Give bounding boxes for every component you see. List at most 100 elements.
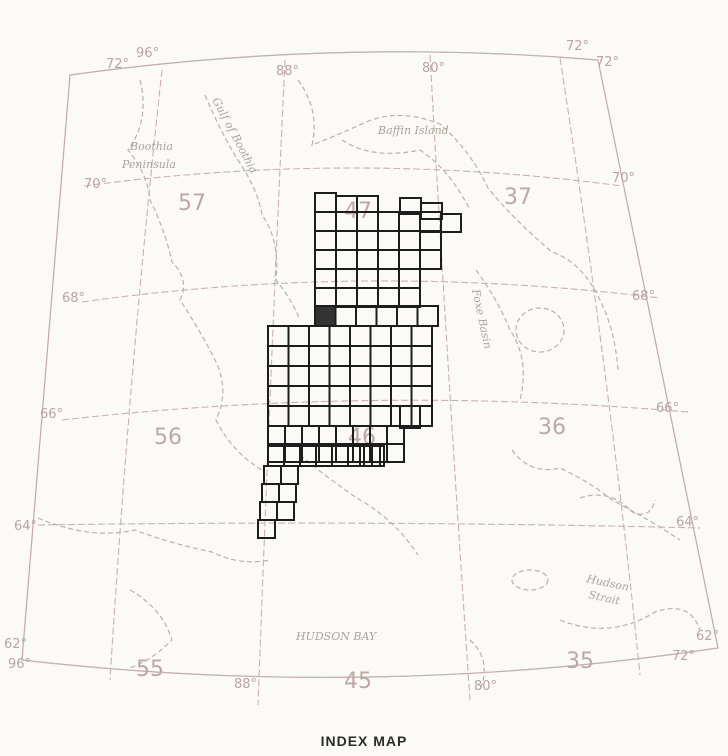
sheet-cell[interactable]: [390, 345, 413, 367]
sheet-cell[interactable]: [398, 287, 421, 308]
sheet-cell[interactable]: [314, 211, 337, 232]
sheet-cell[interactable]: [419, 230, 442, 251]
sheet-cell[interactable]: [369, 325, 392, 347]
sheet-cell[interactable]: [284, 425, 303, 445]
sheet-cell[interactable]: [416, 305, 439, 327]
sheet-cell[interactable]: [377, 287, 400, 308]
sheet-cell[interactable]: [410, 405, 433, 427]
sheet-cell[interactable]: [314, 230, 337, 251]
zone-label: 57: [178, 191, 206, 216]
sheet-cell[interactable]: [314, 287, 337, 308]
selected-sheet-cell[interactable]: [314, 305, 337, 327]
sheet-cell[interactable]: [308, 385, 331, 407]
sheet-cell[interactable]: [410, 325, 433, 347]
sheet-cell[interactable]: [308, 365, 331, 387]
sheet-cell[interactable]: [318, 425, 337, 445]
sheet-cell[interactable]: [419, 231, 442, 251]
sheet-cell[interactable]: [356, 230, 379, 251]
sheet-cell[interactable]: [390, 385, 413, 407]
lat-label: 68°: [632, 289, 655, 304]
sheet-cell[interactable]: [349, 405, 372, 427]
sheet-cell[interactable]: [261, 483, 280, 503]
sheet-cell[interactable]: [356, 249, 379, 270]
sheet-cell[interactable]: [377, 230, 400, 251]
sheet-cell[interactable]: [328, 345, 351, 367]
sheet-cell[interactable]: [349, 385, 372, 407]
place-label: Baffin Island: [377, 124, 449, 137]
sheet-cell[interactable]: [257, 519, 276, 539]
sheet-cell[interactable]: [419, 211, 442, 232]
sheet-cell[interactable]: [369, 405, 392, 427]
parallels: [21, 51, 719, 678]
sheet-cell[interactable]: [267, 405, 290, 427]
sheet-cell[interactable]: [328, 405, 351, 427]
sheet-cell[interactable]: [419, 249, 442, 270]
sheet-cell[interactable]: [287, 325, 310, 347]
meridians: [109, 54, 641, 706]
place-label: Boothia: [129, 140, 173, 153]
sheet-cell[interactable]: [308, 405, 331, 427]
map-caption: INDEX MAP: [320, 733, 408, 749]
sheet-cell[interactable]: [335, 230, 358, 251]
sheet-cell[interactable]: [371, 445, 385, 467]
sheet-cell[interactable]: [267, 325, 290, 347]
sheet-cell[interactable]: [314, 268, 337, 289]
sheet-cell[interactable]: [396, 305, 419, 327]
sheet-cell[interactable]: [308, 325, 331, 347]
sheet-cell[interactable]: [390, 365, 413, 387]
sheet-cell[interactable]: [410, 365, 433, 387]
sheet-cell[interactable]: [276, 501, 295, 521]
lon-label: 80°: [422, 61, 445, 76]
sheet-cell[interactable]: [377, 211, 400, 232]
sheet-cell[interactable]: [390, 325, 413, 347]
sheet-cell[interactable]: [335, 268, 358, 289]
sheet-cell[interactable]: [278, 483, 297, 503]
sheet-cell[interactable]: [377, 249, 400, 270]
sheet-cell[interactable]: [287, 345, 310, 367]
sheet-cell[interactable]: [398, 230, 421, 251]
sheet-cell[interactable]: [377, 268, 400, 289]
sheet-cell[interactable]: [349, 345, 372, 367]
sheet-cell[interactable]: [355, 305, 378, 327]
lat-label: 64°: [14, 519, 37, 534]
sheet-cell[interactable]: [369, 365, 392, 387]
lat-label: 68°: [62, 291, 85, 306]
sheet-cell[interactable]: [334, 305, 357, 327]
sheet-cell[interactable]: [399, 405, 421, 429]
sheet-cell[interactable]: [390, 405, 413, 427]
sheet-cell[interactable]: [369, 345, 392, 367]
sheet-cell[interactable]: [335, 287, 358, 308]
sheet-cell[interactable]: [287, 405, 310, 427]
lon-label: 80°: [474, 679, 497, 694]
sheet-cell[interactable]: [369, 385, 392, 407]
sheet-cell[interactable]: [314, 192, 337, 213]
zone-label: 35: [566, 649, 594, 674]
sheet-cell[interactable]: [280, 465, 299, 485]
sheet-cell[interactable]: [259, 501, 278, 521]
sheet-cell[interactable]: [356, 287, 379, 308]
sheet-cell[interactable]: [328, 325, 351, 347]
sheet-cell[interactable]: [328, 365, 351, 387]
sheet-cell[interactable]: [440, 213, 462, 233]
sheet-cell[interactable]: [287, 365, 310, 387]
sheet-cell[interactable]: [410, 385, 433, 407]
sheet-cell[interactable]: [267, 425, 286, 445]
sheet-cell[interactable]: [349, 365, 372, 387]
zone-label: 56: [154, 425, 182, 450]
place-label: Foxe Basin: [469, 287, 495, 350]
sheet-cell[interactable]: [375, 305, 398, 327]
sheet-cell[interactable]: [410, 345, 433, 367]
sheet-cell[interactable]: [328, 385, 351, 407]
sheet-cell[interactable]: [301, 425, 320, 445]
sheet-cell[interactable]: [398, 249, 421, 270]
sheet-cell[interactable]: [308, 345, 331, 367]
zone-labels: 57 47 37 56 46 36 55 45 35: [136, 185, 594, 694]
sheet-cell[interactable]: [386, 443, 405, 463]
place-labels: Boothia Peninsula Gulf of Boothia Baffin…: [121, 95, 630, 643]
sheet-cell[interactable]: [398, 268, 421, 289]
lat-label: 70°: [84, 177, 107, 192]
sheet-cell[interactable]: [349, 325, 372, 347]
sheet-cell[interactable]: [356, 268, 379, 289]
sheet-cell[interactable]: [335, 249, 358, 270]
sheet-cell[interactable]: [314, 249, 337, 270]
